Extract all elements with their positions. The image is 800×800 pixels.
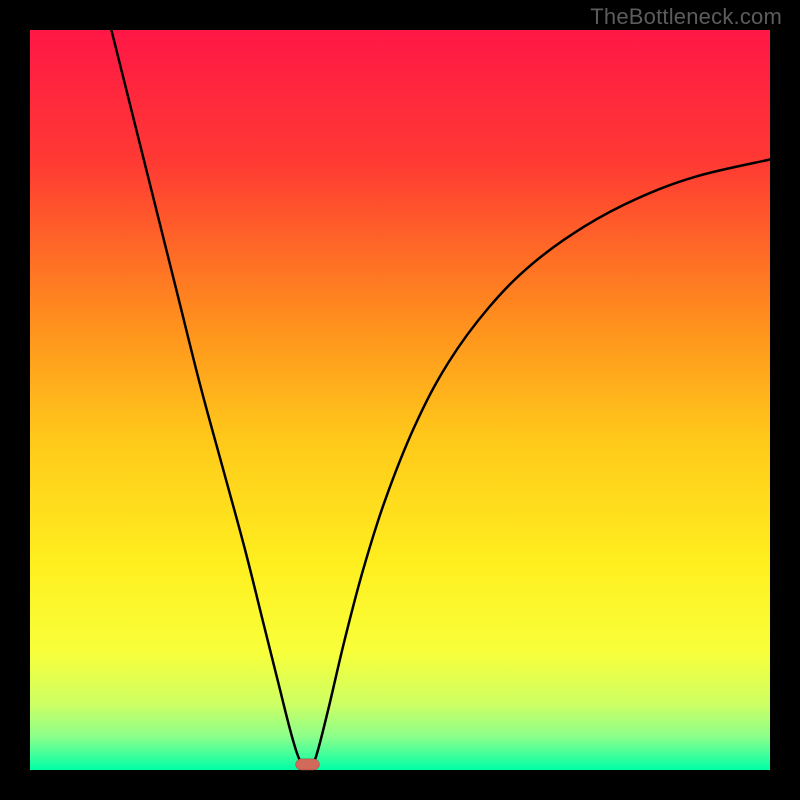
chart-container: TheBottleneck.com — [0, 0, 800, 800]
minimum-marker — [296, 759, 320, 770]
watermark-text: TheBottleneck.com — [590, 4, 782, 30]
bottleneck-chart — [0, 0, 800, 800]
plot-background — [30, 30, 770, 770]
